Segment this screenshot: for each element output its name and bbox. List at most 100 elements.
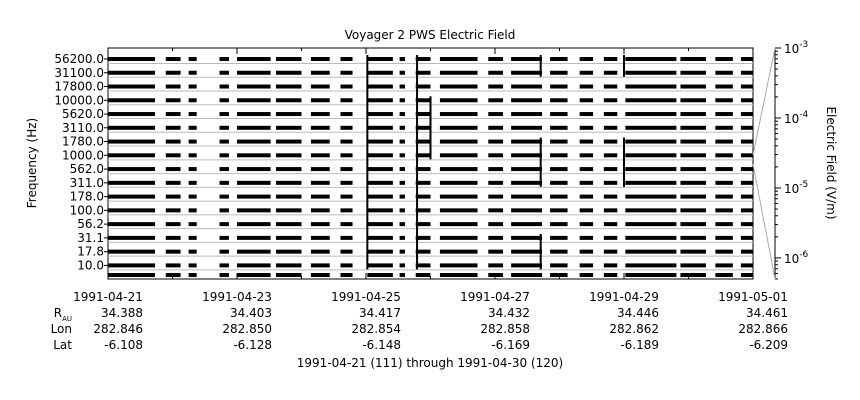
data-segment bbox=[188, 139, 197, 144]
data-segment bbox=[399, 112, 405, 117]
data-segment bbox=[680, 84, 706, 89]
data-segment bbox=[275, 70, 302, 75]
data-segment bbox=[237, 153, 271, 158]
data-segment bbox=[188, 208, 197, 213]
data-segment bbox=[237, 70, 271, 75]
data-segment bbox=[275, 263, 302, 268]
data-segment bbox=[219, 249, 229, 254]
data-segment bbox=[340, 235, 353, 240]
data-segment bbox=[399, 70, 405, 75]
data-segment bbox=[511, 235, 543, 240]
data-segment bbox=[415, 57, 431, 61]
data-segment bbox=[310, 194, 330, 199]
ephem-rau-value: 34.388 bbox=[101, 306, 143, 320]
data-segment bbox=[740, 84, 753, 89]
data-segment bbox=[399, 235, 405, 240]
data-segment bbox=[367, 139, 393, 144]
data-segment bbox=[511, 84, 543, 89]
data-segment bbox=[740, 263, 753, 268]
data-segment bbox=[237, 235, 271, 240]
data-segment bbox=[367, 249, 393, 254]
data-segment bbox=[367, 112, 393, 117]
chart-title: Voyager 2 PWS Electric Field bbox=[345, 28, 516, 42]
data-segment bbox=[340, 112, 353, 117]
data-segment bbox=[108, 70, 156, 75]
data-segment bbox=[188, 235, 197, 240]
data-segment bbox=[439, 84, 478, 89]
data-segment bbox=[275, 180, 302, 185]
data-segment bbox=[415, 98, 431, 103]
data-segment bbox=[603, 235, 618, 240]
data-segment bbox=[415, 208, 431, 213]
data-segment bbox=[340, 273, 353, 277]
data-segment bbox=[310, 180, 330, 185]
data-segment bbox=[275, 222, 302, 227]
data-segment bbox=[550, 57, 568, 61]
data-segment bbox=[625, 194, 677, 199]
data-segment bbox=[108, 139, 156, 144]
data-segment bbox=[439, 112, 478, 117]
data-segment bbox=[740, 112, 753, 117]
data-segment bbox=[108, 112, 156, 117]
x-tick-label: 1991-04-23 bbox=[202, 290, 272, 304]
x-tick-label: 1991-04-25 bbox=[331, 290, 401, 304]
data-segment bbox=[275, 249, 302, 254]
data-segment bbox=[188, 112, 197, 117]
data-segment bbox=[603, 112, 618, 117]
data-segment bbox=[603, 153, 618, 158]
data-segment bbox=[550, 70, 568, 75]
data-segment bbox=[715, 249, 733, 254]
data-segment bbox=[740, 139, 753, 144]
data-segment bbox=[625, 249, 677, 254]
data-segment bbox=[275, 125, 302, 130]
data-segment bbox=[108, 180, 156, 185]
data-segment bbox=[340, 153, 353, 158]
data-segment bbox=[367, 70, 393, 75]
data-segment bbox=[188, 57, 197, 61]
data-segment bbox=[188, 70, 197, 75]
data-segment bbox=[579, 235, 594, 240]
data-segment bbox=[310, 222, 330, 227]
data-segment bbox=[579, 273, 594, 277]
data-segment bbox=[550, 273, 568, 277]
data-segment bbox=[680, 273, 706, 277]
ephemeris-table: RAU Lon Lat 34.388 282.846 -6.108 34.403 282… bbox=[51, 306, 788, 352]
data-segment bbox=[237, 112, 271, 117]
data-segment bbox=[237, 194, 271, 199]
data-segment bbox=[511, 70, 543, 75]
y-tick-label: 1000.0 bbox=[62, 148, 104, 162]
data-segment bbox=[439, 167, 478, 172]
data-segment bbox=[275, 167, 302, 172]
data-segment bbox=[511, 153, 543, 158]
data-segment bbox=[310, 139, 330, 144]
data-segment bbox=[415, 194, 431, 199]
data-segment bbox=[488, 70, 504, 75]
data-segment bbox=[237, 167, 271, 172]
ephem-lat-value: -6.169 bbox=[491, 338, 530, 352]
colorbar-fan-top bbox=[752, 47, 776, 156]
data-segment bbox=[579, 249, 594, 254]
data-segment bbox=[310, 167, 330, 172]
ephem-lon-value: 282.866 bbox=[738, 322, 788, 336]
data-segment bbox=[415, 180, 431, 185]
data-segment bbox=[550, 153, 568, 158]
data-segment bbox=[108, 57, 156, 61]
data-segment bbox=[188, 153, 197, 158]
data-segment bbox=[550, 125, 568, 130]
data-segment bbox=[237, 84, 271, 89]
data-segment bbox=[488, 273, 504, 277]
data-segment bbox=[415, 139, 431, 144]
data-segment bbox=[237, 98, 271, 103]
data-segment bbox=[165, 208, 181, 213]
data-segment bbox=[625, 57, 677, 61]
y-tick-label: 5620.0 bbox=[62, 107, 104, 121]
data-segment bbox=[237, 222, 271, 227]
data-segment bbox=[219, 167, 229, 172]
data-segment bbox=[715, 98, 733, 103]
data-segment bbox=[488, 153, 504, 158]
data-segment bbox=[550, 167, 568, 172]
data-segment bbox=[188, 84, 197, 89]
data-segment bbox=[715, 180, 733, 185]
data-segment bbox=[511, 139, 543, 144]
data-segment bbox=[715, 222, 733, 227]
